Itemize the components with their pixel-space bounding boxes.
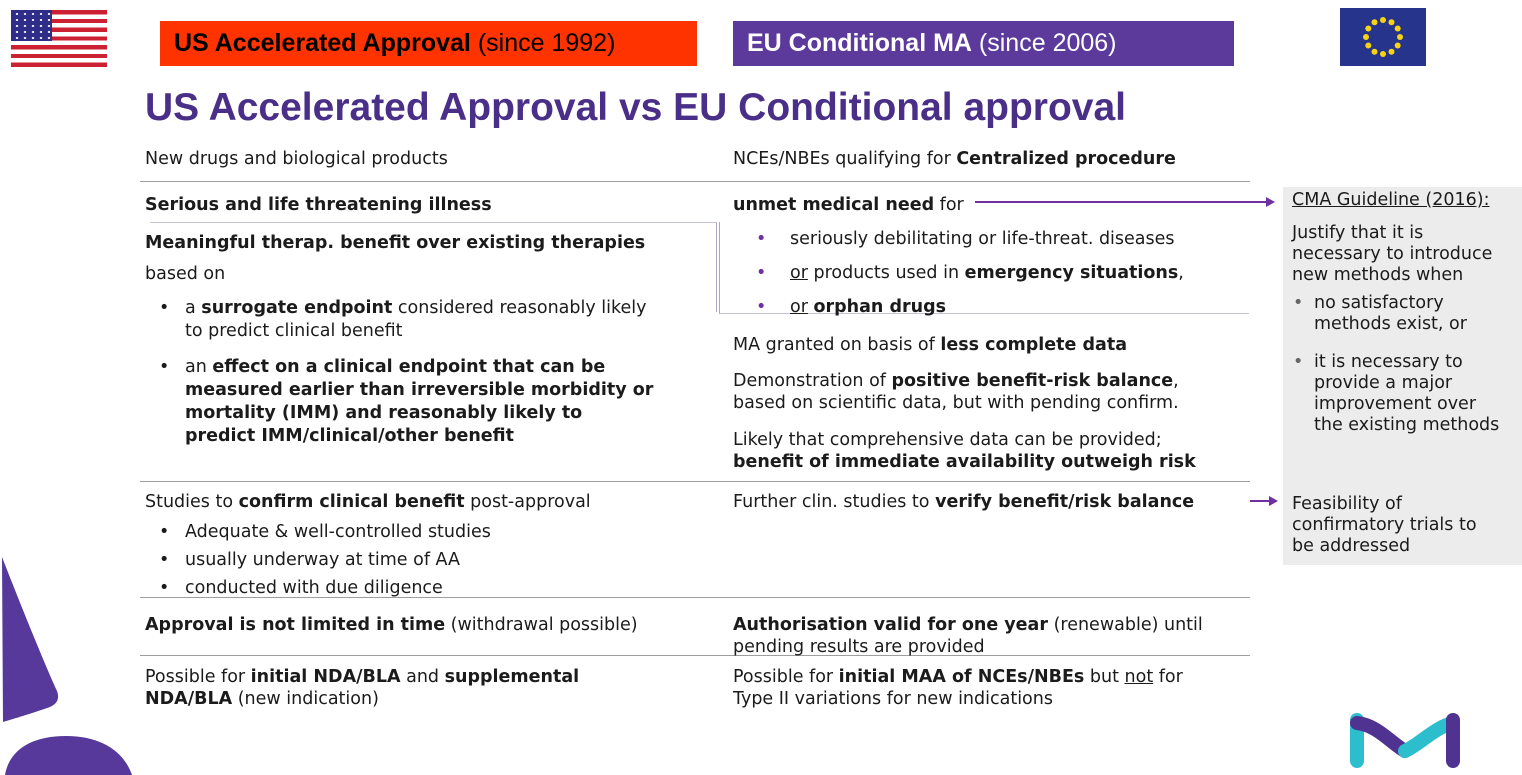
cma-guideline-intro: Justify that it is necessary to introduce… [1292,223,1493,285]
us-confirm-bullet: usually underway at time of AA [145,549,460,571]
eu-scope2: Possible for initial MAA of NCEs/NBEs bu… [733,667,1183,709]
eu-need: unmet medical need for [733,195,964,215]
cma-guideline-title: CMA Guideline (2016): [1292,190,1490,210]
us-flag-canton [11,10,52,41]
slide-title: US Accelerated Approval vs EU Conditiona… [145,86,1127,129]
us-confirm-bullet: conducted with due diligence [145,577,443,599]
us-flag-icon [11,10,107,67]
eu-validity: Authorisation valid for one year (renewa… [733,615,1203,657]
us-based-on: based on [145,264,226,284]
eu-less-data: MA granted on basis of less complete dat… [733,335,1127,355]
eu-banner: EU Conditional MA (since 2006) [733,21,1234,66]
us-time-limit: Approval is not limited in time (withdra… [145,615,638,635]
eu-further: Further clin. studies to verify benefit/… [733,492,1195,512]
divider [140,655,1250,656]
us-scope2: Possible for initial NDA/BLA and supplem… [145,667,580,709]
eu-flag-icon [1340,8,1426,66]
us-confirm: Studies to confirm clinical benefit post… [145,492,591,512]
arrow-to-cma-guideline-icon [975,197,1275,207]
eu-bullets-bracket [719,222,1249,314]
corner-decoration [2,557,132,775]
us-scope: New drugs and biological products [145,149,448,169]
eu-need-bullet: or orphan drugs [733,296,946,318]
feasibility-note: Feasibility of confirmatory trials to be a… [1292,494,1477,556]
us-criteria-outline [150,222,717,312]
eu-need-bullet: seriously debilitating or life-threat. d… [733,228,1175,250]
us-bullet-surrogate: a surrogate endpoint considered reasonab… [145,297,647,343]
eu-demonstration: Demonstration of positive benefit-risk b… [733,371,1179,413]
us-banner: US Accelerated Approval (since 1992) [160,21,697,66]
arrow-to-feasibility-icon [1250,496,1278,506]
us-illness: Serious and life threatening illness [145,195,492,215]
us-benefit: Meaningful therap. benefit over existing… [145,233,646,253]
divider [140,481,1250,482]
eu-likely: Likely that comprehensive data can be pr… [733,430,1196,472]
eu-need-bullet: or products used in emergency situations… [733,262,1184,284]
merck-logo [1350,713,1460,768]
eu-scope: NCEs/NBEs qualifying for Centralized pro… [733,149,1176,169]
divider [140,597,1250,598]
us-bullet-clinical-endpoint: an effect on a clinical endpoint that ca… [145,356,653,448]
divider [140,181,1250,182]
us-confirm-bullet: Adequate & well-controlled studies [145,521,491,543]
